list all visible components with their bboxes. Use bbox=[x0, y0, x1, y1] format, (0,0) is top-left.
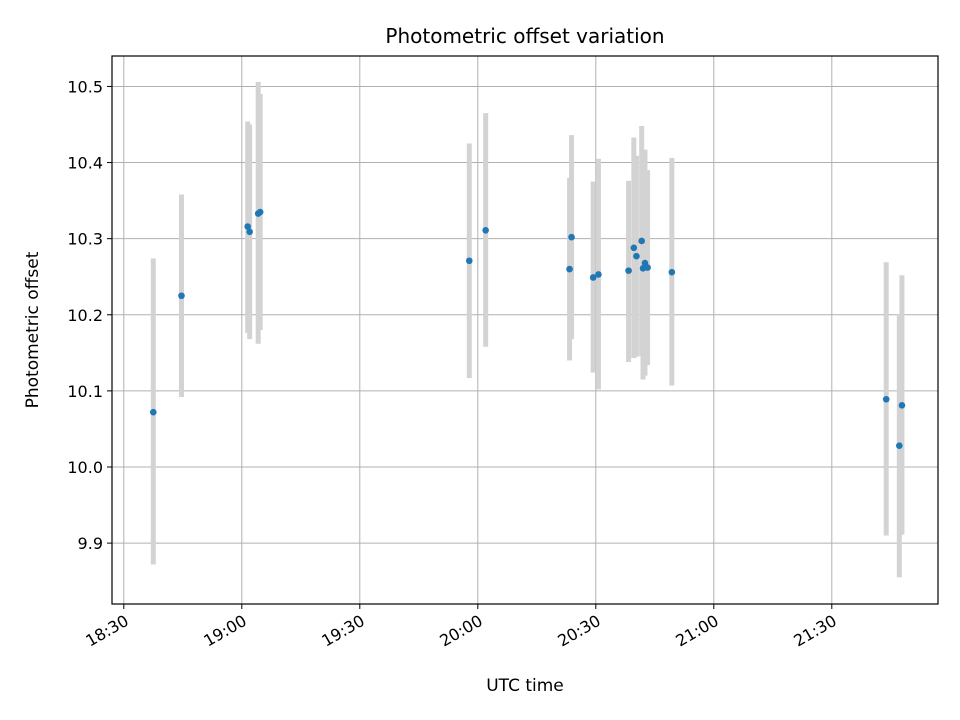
y-axis-title: Photometric offset bbox=[23, 251, 43, 408]
data-point bbox=[625, 267, 632, 274]
data-point bbox=[668, 268, 676, 276]
data-point bbox=[633, 252, 640, 260]
plot-area-frame bbox=[111, 55, 939, 605]
y-tick-label: 10.1 bbox=[67, 382, 103, 401]
y-tick-label: 10.2 bbox=[67, 306, 103, 325]
data-point bbox=[638, 237, 645, 245]
data-point bbox=[644, 264, 651, 271]
y-tick-label: 10.0 bbox=[67, 458, 103, 477]
data-point bbox=[150, 408, 157, 416]
data-points bbox=[150, 208, 906, 449]
data-point bbox=[246, 228, 253, 236]
x-axis-title: UTC time bbox=[486, 676, 564, 696]
data-point bbox=[882, 395, 890, 403]
data-point bbox=[630, 244, 638, 252]
data-point bbox=[595, 271, 602, 278]
data-point bbox=[465, 257, 473, 265]
data-point bbox=[589, 274, 597, 281]
data-point bbox=[898, 402, 906, 409]
chart-title: Photometric offset variation bbox=[385, 24, 664, 48]
y-tick-label: 10.4 bbox=[67, 154, 103, 173]
data-point bbox=[896, 442, 903, 449]
data-point bbox=[568, 233, 575, 241]
y-tick-label: 10.5 bbox=[67, 77, 103, 96]
data-point bbox=[256, 208, 264, 216]
y-tick-label: 10.3 bbox=[67, 230, 103, 249]
data-point bbox=[566, 265, 573, 273]
data-point bbox=[482, 226, 489, 234]
data-point bbox=[244, 223, 251, 230]
y-tick-label: 9.9 bbox=[78, 534, 103, 553]
data-point bbox=[178, 292, 185, 300]
y-axis-ticks: 9.9 10.0 10.1 10.2 10.3 10.4 10.5 bbox=[67, 77, 112, 553]
